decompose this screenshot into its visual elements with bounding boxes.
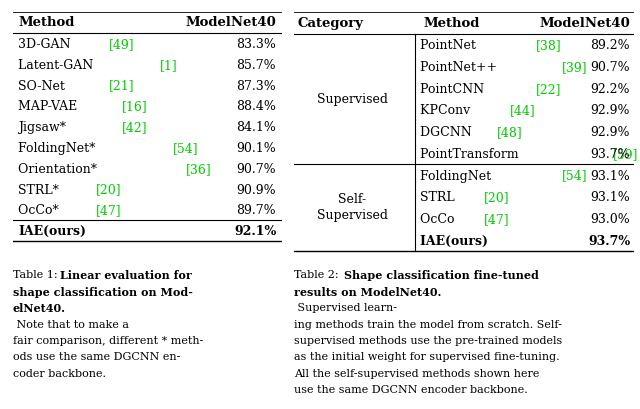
Text: 92.9%: 92.9% (591, 126, 630, 139)
Text: Orientation*: Orientation* (18, 163, 101, 176)
Text: [22]: [22] (536, 83, 561, 96)
Text: PointNet++: PointNet++ (420, 61, 501, 74)
Text: Self-
Supervised: Self- Supervised (317, 193, 388, 222)
Text: [48]: [48] (497, 126, 523, 139)
Text: fair comparison, different * meth-: fair comparison, different * meth- (13, 336, 203, 346)
Text: 89.7%: 89.7% (237, 204, 276, 217)
Text: [49]: [49] (109, 38, 134, 51)
Text: IAE(ours): IAE(ours) (18, 225, 86, 238)
Text: [20]: [20] (95, 184, 121, 197)
Text: ods use the same DGCNN en-: ods use the same DGCNN en- (13, 353, 180, 362)
Text: results on ModelNet40.: results on ModelNet40. (294, 287, 442, 298)
Text: Latent-GAN: Latent-GAN (18, 59, 97, 72)
Text: OcCo*: OcCo* (18, 204, 63, 217)
Text: ModelNet40: ModelNet40 (540, 17, 630, 29)
Text: [39]: [39] (562, 61, 588, 74)
Text: 85.7%: 85.7% (237, 59, 276, 72)
Text: [16]: [16] (122, 100, 147, 113)
Text: 87.3%: 87.3% (236, 80, 276, 92)
Text: [36]: [36] (186, 163, 212, 176)
Text: Jigsaw*: Jigsaw* (18, 121, 70, 134)
Text: shape classification on Mod-: shape classification on Mod- (13, 287, 193, 298)
Text: [54]: [54] (173, 142, 198, 155)
Text: Table 2:: Table 2: (294, 270, 342, 280)
Text: Shape classification fine-tuned: Shape classification fine-tuned (344, 270, 538, 281)
Text: ModelNet40: ModelNet40 (186, 16, 276, 29)
Text: IAE(ours): IAE(ours) (420, 235, 492, 248)
Text: Supervised learn-: Supervised learn- (294, 303, 397, 313)
Text: PointCNN: PointCNN (420, 83, 488, 96)
Text: 90.9%: 90.9% (237, 184, 276, 197)
Text: 89.2%: 89.2% (591, 39, 630, 52)
Text: supervised methods use the pre-trained models: supervised methods use the pre-trained m… (294, 336, 563, 346)
Text: [42]: [42] (122, 121, 147, 134)
Text: SO-Net: SO-Net (18, 80, 69, 92)
Text: 90.7%: 90.7% (591, 61, 630, 74)
Text: Method: Method (18, 16, 74, 29)
Text: [54]: [54] (562, 170, 588, 182)
Text: STRL*: STRL* (18, 184, 63, 197)
Text: coder backbone.: coder backbone. (13, 369, 106, 379)
Text: FoldingNet: FoldingNet (420, 170, 495, 182)
Text: 3D-GAN: 3D-GAN (18, 38, 75, 51)
Text: 92.9%: 92.9% (591, 104, 630, 117)
Text: [47]: [47] (95, 204, 121, 217)
Text: as the initial weight for supervised fine-tuning.: as the initial weight for supervised fin… (294, 353, 560, 362)
Text: STRL: STRL (420, 191, 458, 204)
Text: Category: Category (298, 17, 364, 29)
Text: [21]: [21] (109, 80, 134, 92)
Text: 88.4%: 88.4% (236, 100, 276, 113)
Text: PointTransform: PointTransform (420, 148, 522, 161)
Text: 93.1%: 93.1% (591, 170, 630, 182)
Text: 93.0%: 93.0% (591, 213, 630, 226)
Text: [38]: [38] (536, 39, 562, 52)
Text: Linear evaluation for: Linear evaluation for (60, 270, 191, 281)
Text: 90.7%: 90.7% (237, 163, 276, 176)
Text: [59]: [59] (613, 148, 639, 161)
Text: Method: Method (423, 17, 479, 29)
Text: Note that to make a: Note that to make a (13, 319, 129, 330)
Text: Supervised: Supervised (317, 92, 388, 106)
Text: 93.7%: 93.7% (588, 235, 630, 248)
Text: 93.7%: 93.7% (591, 148, 630, 161)
Text: Table 1:: Table 1: (13, 270, 61, 280)
Text: KPConv: KPConv (420, 104, 474, 117)
Text: 93.1%: 93.1% (591, 191, 630, 204)
Text: 84.1%: 84.1% (236, 121, 276, 134)
Text: DGCNN: DGCNN (420, 126, 476, 139)
Text: All the self-supervised methods shown here: All the self-supervised methods shown he… (294, 369, 540, 379)
Text: PointNet: PointNet (420, 39, 480, 52)
Text: ing methods train the model from scratch. Self-: ing methods train the model from scratch… (294, 319, 563, 330)
Text: [1]: [1] (160, 59, 178, 72)
Text: [47]: [47] (484, 213, 510, 226)
Text: MAP-VAE: MAP-VAE (18, 100, 81, 113)
Text: 92.2%: 92.2% (591, 83, 630, 96)
Text: 83.3%: 83.3% (236, 38, 276, 51)
Text: [20]: [20] (484, 191, 510, 204)
Text: [44]: [44] (510, 104, 536, 117)
Text: OcCo: OcCo (420, 213, 458, 226)
Text: elNet40.: elNet40. (13, 303, 66, 314)
Text: FoldingNet*: FoldingNet* (18, 142, 100, 155)
Text: 90.1%: 90.1% (236, 142, 276, 155)
Text: 92.1%: 92.1% (234, 225, 276, 238)
Text: use the same DGCNN encoder backbone.: use the same DGCNN encoder backbone. (294, 385, 528, 396)
